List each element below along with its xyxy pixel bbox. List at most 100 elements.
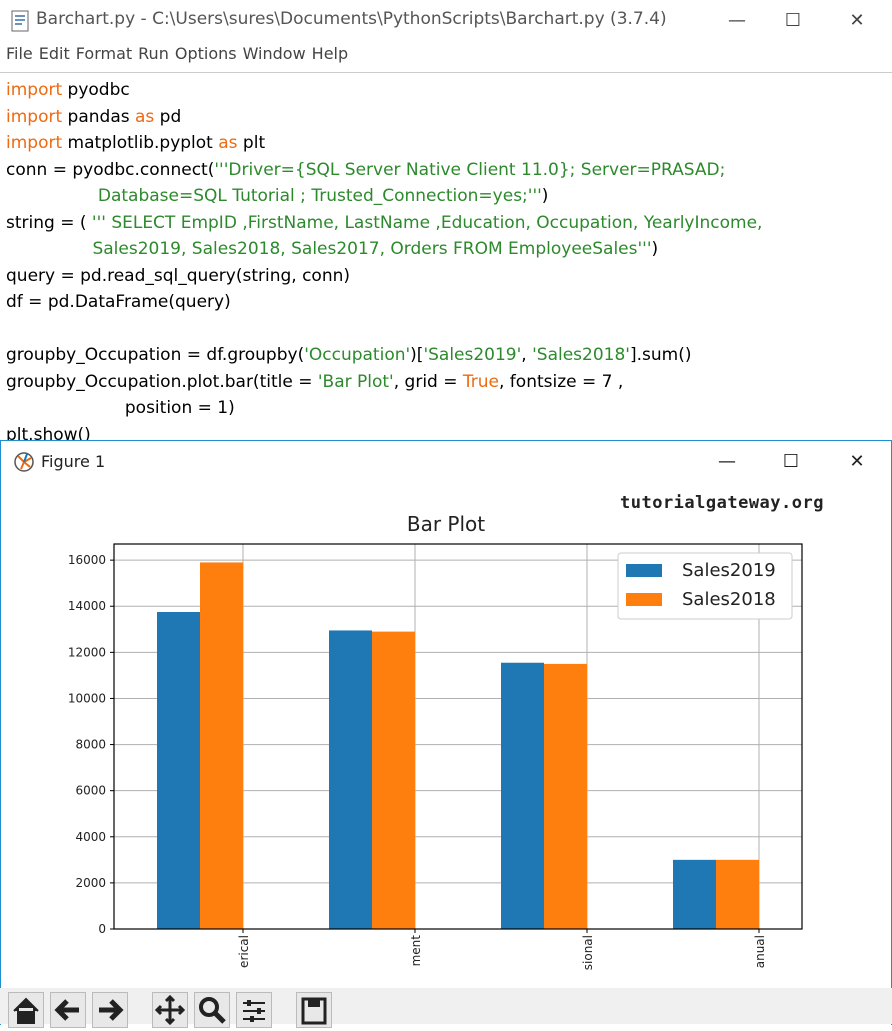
y-tick-label: 10000 [68, 691, 106, 705]
code-token: as [135, 106, 155, 127]
code-editor[interactable]: import pyodbc import pandas as pd import m… [0, 72, 892, 445]
menu-window[interactable]: Window [242, 44, 306, 63]
code-line: import pandas as pd [6, 104, 762, 131]
maximize-button[interactable]: ☐ [784, 10, 802, 31]
figure-close-button[interactable]: ✕ [849, 451, 865, 472]
code-line: groupby_Occupation = df.groupby('Occupat… [6, 342, 762, 369]
menu-help[interactable]: Help [311, 44, 349, 63]
bar-sales2018 [372, 631, 415, 929]
home-button[interactable] [8, 992, 44, 1028]
code-token: import [6, 106, 63, 127]
menu-format[interactable]: Format [75, 44, 133, 63]
code-token: , [521, 345, 533, 365]
python-file-icon [11, 10, 29, 32]
menu-edit[interactable]: Edit [38, 44, 70, 63]
code-token: 'Sales2019' [423, 345, 522, 365]
code-token: conn = pyodbc.connect( [6, 159, 215, 180]
code-token: string = ( [6, 212, 92, 233]
code-text: import pyodbc import pandas as pd import m… [6, 77, 762, 448]
y-tick-label: 14000 [68, 599, 106, 613]
code-token: ''' SELECT EmpID ,FirstName, LastName ,E… [91, 212, 763, 233]
chart-title: Bar Plot [406, 512, 486, 536]
code-token: ) [651, 239, 659, 259]
y-tick-label: 12000 [68, 645, 106, 659]
figure-minimize-button[interactable]: — [718, 451, 736, 472]
code-line: import pyodbc [6, 77, 762, 104]
forward-button[interactable] [92, 992, 128, 1028]
arrow-left-icon [54, 999, 79, 1021]
code-line: string = ( ''' SELECT EmpID ,FirstName, … [6, 210, 762, 237]
code-token: import [6, 80, 63, 100]
menu-options[interactable]: Options [174, 44, 237, 63]
code-token: groupby_Occupation = df.groupby( [6, 345, 305, 365]
code-token: ) [541, 186, 549, 206]
x-tick-label: sional [581, 935, 595, 970]
pan-button[interactable] [152, 992, 188, 1028]
bar-sales2019 [501, 662, 544, 929]
legend-label: Sales2019 [682, 560, 776, 581]
idle-title-bar: Barchart.py - C:\Users\sures\Documents\P… [0, 0, 892, 42]
x-tick-label: anual [753, 935, 767, 968]
menu-file[interactable]: File [6, 44, 33, 63]
y-tick-label: 16000 [68, 553, 106, 567]
code-line: df = pd.DataFrame(query) [6, 289, 762, 316]
code-line: conn = pyodbc.connect('''Driver={SQL Ser… [6, 157, 762, 184]
code-token: query = pd.read_sql_query(string, conn) [6, 265, 351, 286]
bar-sales2019 [673, 859, 716, 929]
code-line: import matplotlib.pyplot as plt [6, 130, 762, 157]
code-token: import [6, 133, 63, 153]
code-token: plt [237, 133, 266, 153]
x-tick-label: erical [237, 935, 251, 968]
code-token: Database=SQL Tutorial ; Trusted_Connecti… [97, 186, 542, 206]
code-line: position = 1) [6, 395, 762, 422]
code-token: , grid = [393, 371, 463, 392]
code-token: position = 1) [6, 398, 235, 418]
code-line: Sales2019, Sales2018, Sales2017, Orders … [6, 236, 762, 263]
y-tick-label: 4000 [75, 830, 106, 844]
code-token: plt.show() [6, 424, 91, 445]
code-token: '''Driver={SQL Server Native Client 11.0… [214, 159, 726, 180]
figure-title-bar: Figure 1 — ☐ ✕ [1, 441, 891, 483]
code-token: matplotlib.pyplot [62, 133, 219, 153]
configure-button[interactable] [236, 992, 272, 1028]
code-token: df = pd.DataFrame(query) [6, 292, 231, 312]
bar-sales2018 [200, 562, 243, 929]
arrow-right-icon [99, 999, 124, 1021]
code-line: plt.show() [6, 422, 762, 449]
code-token: )[ [410, 345, 424, 365]
close-button[interactable]: ✕ [849, 10, 865, 31]
code-token: pyodbc [62, 80, 130, 100]
figure-toolbar [0, 988, 892, 1028]
bar-sales2019 [329, 630, 372, 929]
save-button[interactable] [296, 992, 332, 1028]
matplotlib-icon [14, 452, 34, 472]
y-tick-label: 2000 [75, 876, 106, 890]
minimize-button[interactable]: — [728, 10, 746, 31]
code-line: Database=SQL Tutorial ; Trusted_Connecti… [6, 183, 762, 210]
zoom-button[interactable] [194, 992, 230, 1028]
code-token: 'Bar Plot' [317, 371, 394, 392]
bar-sales2018 [716, 859, 759, 929]
y-tick-label: 8000 [75, 738, 106, 752]
watermark: tutorialgateway.org [620, 493, 824, 513]
magnifier-icon [199, 997, 226, 1024]
code-token: 'Occupation' [304, 345, 411, 365]
plot-frame [113, 543, 803, 930]
x-tick-label: ment [409, 935, 423, 967]
code-token: Sales2019, Sales2018, Sales2017, Orders … [92, 239, 652, 259]
code-token: groupby_Occupation.plot.bar(title = [6, 371, 318, 392]
legend: Sales2019 Sales2018 [617, 552, 793, 620]
figure-maximize-button[interactable]: ☐ [782, 451, 800, 472]
sliders-icon [243, 1000, 265, 1022]
save-icon [301, 997, 327, 1025]
back-button[interactable] [50, 992, 86, 1028]
code-line: groupby_Occupation.plot.bar(title = 'Bar… [6, 369, 762, 396]
code-token: ].sum() [629, 345, 692, 365]
menu-run[interactable]: Run [138, 44, 169, 63]
code-token: as [218, 133, 238, 153]
y-tick-label: 6000 [75, 784, 106, 798]
code-token: pandas [62, 106, 135, 127]
legend-label: Sales2018 [682, 589, 776, 610]
bar-sales2018 [544, 663, 587, 929]
